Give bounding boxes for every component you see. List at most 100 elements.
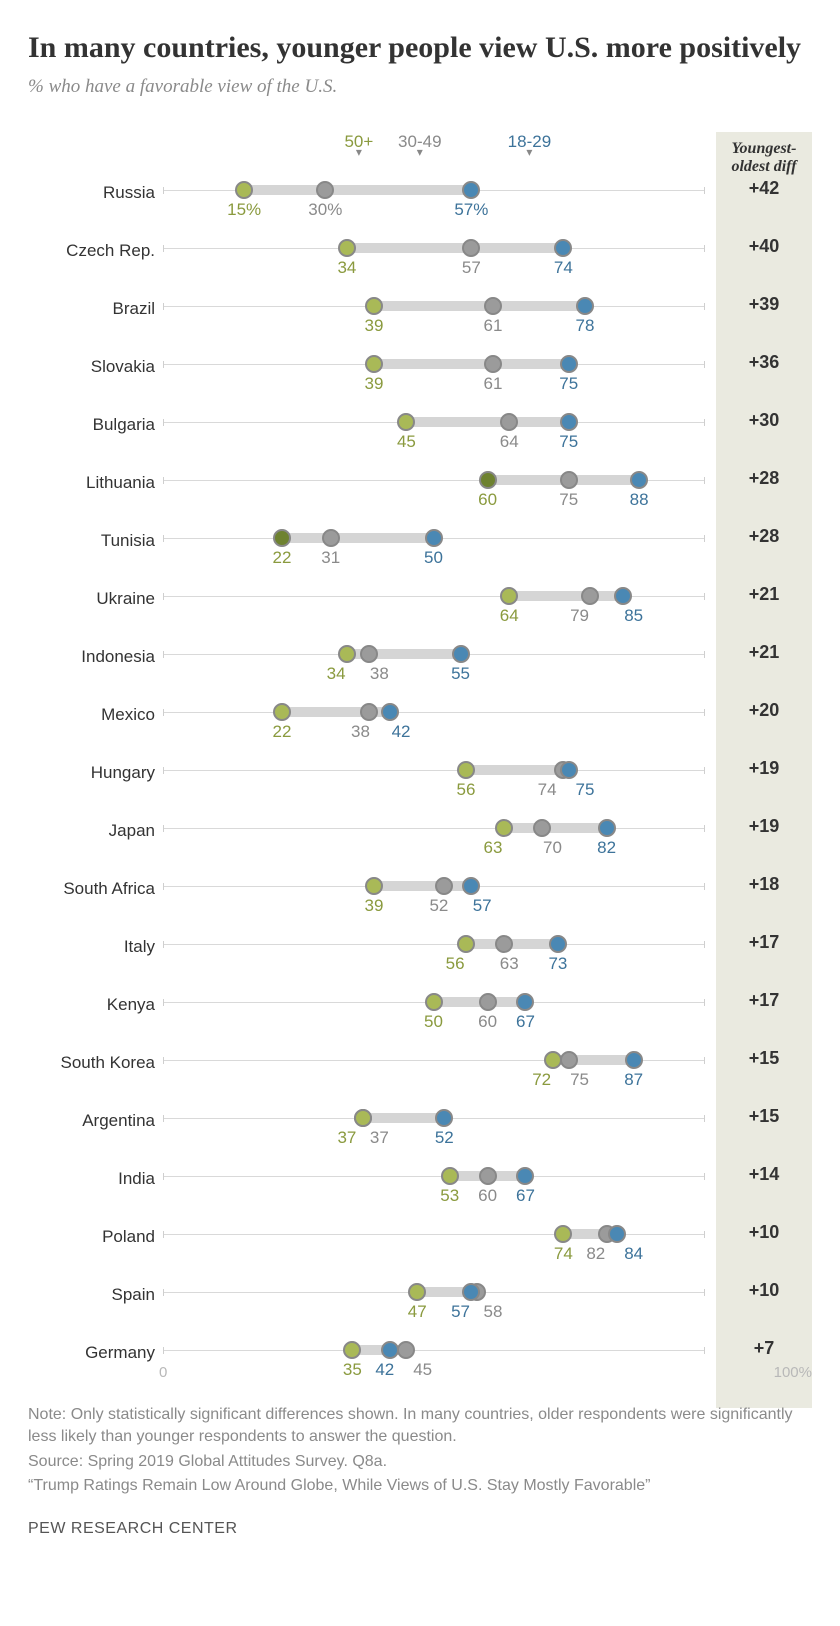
value-label: 50	[424, 548, 443, 568]
dot-young	[462, 1283, 480, 1301]
country-label: India	[28, 1170, 163, 1187]
track: 373752	[163, 1118, 704, 1176]
country-label: Germany	[28, 1344, 163, 1361]
data-row: Russia15%30%57%	[28, 190, 716, 248]
diff-value: +10	[716, 1223, 812, 1281]
track: 456475	[163, 422, 704, 480]
country-label: Czech Rep.	[28, 242, 163, 259]
value-label: 34	[337, 258, 356, 278]
value-label: 52	[429, 896, 448, 916]
value-label: 78	[576, 316, 595, 336]
dot-old	[408, 1283, 426, 1301]
value-label: 57	[473, 896, 492, 916]
value-label: 63	[500, 954, 519, 974]
value-label: 37	[370, 1128, 389, 1148]
value-label: 60	[478, 490, 497, 510]
dot-young	[560, 355, 578, 373]
track: 647985	[163, 596, 704, 654]
dot-mid	[500, 413, 518, 431]
value-label: 87	[624, 1070, 643, 1090]
dot-mid	[360, 703, 378, 721]
track: 536067	[163, 1176, 704, 1234]
data-row: South Africa395257	[28, 886, 716, 944]
diff-value: +21	[716, 643, 812, 701]
dot-old	[554, 1225, 572, 1243]
value-label: 73	[548, 954, 567, 974]
diff-value: +39	[716, 295, 812, 353]
value-label: 37	[337, 1128, 356, 1148]
value-label: 47	[408, 1302, 427, 1322]
data-row: Spain475857	[28, 1292, 716, 1350]
dot-old	[457, 935, 475, 953]
data-row: Mexico223842	[28, 712, 716, 770]
value-label: 60	[478, 1186, 497, 1206]
value-label: 63	[484, 838, 503, 858]
dot-young	[560, 761, 578, 779]
diff-value: +17	[716, 933, 812, 991]
value-label: 82	[597, 838, 616, 858]
legend-label: 50+▾	[344, 132, 373, 155]
dot-old	[479, 471, 497, 489]
value-label: 39	[365, 316, 384, 336]
dot-mid	[581, 587, 599, 605]
value-label: 57	[462, 258, 481, 278]
dot-mid	[560, 471, 578, 489]
value-label: 56	[456, 780, 475, 800]
dot-old	[343, 1341, 361, 1359]
track: 343855	[163, 654, 704, 712]
dot-young	[625, 1051, 643, 1069]
country-label: Lithuania	[28, 474, 163, 491]
dot-old	[457, 761, 475, 779]
dot-mid	[397, 1341, 415, 1359]
dot-mid	[360, 645, 378, 663]
dot-young	[549, 935, 567, 953]
dot-young	[516, 1167, 534, 1185]
track: 748284	[163, 1234, 704, 1292]
dot-young	[435, 1109, 453, 1127]
diff-value: +18	[716, 875, 812, 933]
country-label: Slovakia	[28, 358, 163, 375]
notes: Note: Only statistically significant dif…	[28, 1404, 812, 1498]
country-label: Argentina	[28, 1112, 163, 1129]
dot-old	[365, 297, 383, 315]
data-row: Tunisia223150	[28, 538, 716, 596]
dot-old	[365, 877, 383, 895]
data-row: Argentina373752	[28, 1118, 716, 1176]
country-label: Bulgaria	[28, 416, 163, 433]
country-label: South Korea	[28, 1054, 163, 1071]
chart-subtitle: % who have a favorable view of the U.S.	[28, 76, 812, 98]
axis-scale: 0 100%	[163, 1364, 800, 1384]
data-row: Poland748284	[28, 1234, 716, 1292]
value-label: 75	[559, 432, 578, 452]
data-row: South Korea727587	[28, 1060, 716, 1118]
dot-mid	[462, 239, 480, 257]
diff-value: +21	[716, 585, 812, 643]
value-label: 64	[500, 432, 519, 452]
value-label: 31	[321, 548, 340, 568]
track: 727587	[163, 1060, 704, 1118]
dot-old	[235, 181, 253, 199]
country-label: Japan	[28, 822, 163, 839]
value-label: 55	[451, 664, 470, 684]
track: 567475	[163, 770, 704, 828]
dot-old	[495, 819, 513, 837]
dot-young	[630, 471, 648, 489]
dot-young	[425, 529, 443, 547]
value-label: 39	[365, 896, 384, 916]
diff-value: +36	[716, 353, 812, 411]
value-label: 64	[500, 606, 519, 626]
data-row: Slovakia396175	[28, 364, 716, 422]
value-label: 42	[392, 722, 411, 742]
value-label: 22	[273, 722, 292, 742]
value-label: 75	[576, 780, 595, 800]
diff-value: +42	[716, 179, 812, 237]
track: 15%30%57%	[163, 190, 704, 248]
dot-old	[500, 587, 518, 605]
data-row: Bulgaria456475	[28, 422, 716, 480]
track: 345774	[163, 248, 704, 306]
legend-row: 50+▾30-49▾18-29▾	[28, 132, 716, 190]
country-label: Hungary	[28, 764, 163, 781]
dot-old	[354, 1109, 372, 1127]
value-label: 61	[484, 316, 503, 336]
dot-mid	[435, 877, 453, 895]
